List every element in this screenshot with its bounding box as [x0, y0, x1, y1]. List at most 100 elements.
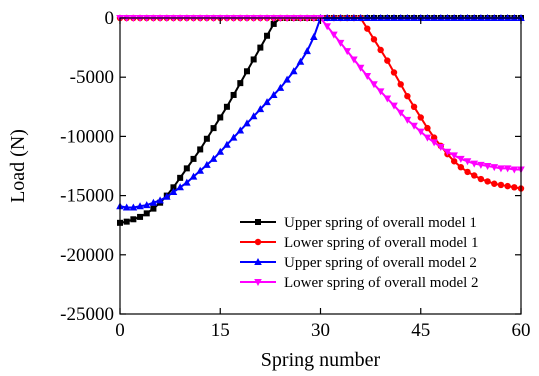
y-tick-label: -20000 [60, 245, 114, 266]
series-2-point [370, 36, 378, 43]
series-1-point [177, 174, 184, 181]
ticks-layer: 0 15 30 45 60 0 -5000 -10000 -15000 -20000 -25000 [60, 8, 530, 341]
series-3-point [169, 188, 178, 196]
series-4-point [490, 164, 499, 172]
series-3-point [296, 57, 305, 65]
series-3-point [303, 47, 311, 55]
series-2-point [504, 182, 511, 190]
series-1-point [123, 218, 130, 225]
series-1-point [270, 20, 277, 27]
series-3-point [310, 32, 318, 40]
series-4-point [497, 165, 505, 173]
series-4-point [416, 128, 425, 136]
series-2-point [477, 175, 485, 183]
series-3-point [283, 75, 291, 83]
series-3-point [276, 83, 285, 91]
series-4-point [336, 39, 345, 47]
series-4-point [510, 166, 519, 174]
legend-item-4: Lower spring of overall model 2 [240, 275, 479, 291]
legend-label: Upper spring of overall model 1 [284, 215, 477, 231]
series-2-point [511, 184, 518, 191]
legend-swatch-marker [254, 238, 262, 246]
legend-label: Lower spring of overall model 1 [284, 235, 479, 251]
series-1-point [130, 216, 137, 223]
series-1-point [197, 146, 204, 153]
series-3-point [269, 90, 278, 98]
series-3-point [249, 112, 258, 120]
series-1-point [217, 114, 224, 121]
series-4-point [383, 95, 392, 103]
series-4-point [443, 148, 452, 156]
series-3-point [236, 126, 245, 134]
series-2-point [497, 181, 505, 189]
series-4-point [396, 109, 405, 117]
series-2-point [450, 158, 458, 165]
series-2-point [377, 46, 384, 54]
x-tick-label: 30 [311, 320, 330, 341]
y-tick-label: 0 [105, 8, 115, 29]
series-1-point [170, 184, 177, 191]
series-4-point [403, 116, 412, 124]
series-1-point [183, 165, 190, 172]
series-1-point [250, 56, 257, 63]
x-axis-label: Spring number [261, 349, 381, 371]
series-3-point [129, 203, 138, 211]
series-2-point [384, 57, 391, 64]
series-2-point [484, 178, 491, 185]
series-2-point [397, 81, 404, 88]
series-3-point [289, 67, 298, 75]
series-1-point [237, 80, 244, 87]
series-3-point [149, 198, 158, 206]
series-3-point [209, 154, 218, 162]
series-4-point [450, 152, 458, 160]
legend-label: Upper spring of overall model 2 [284, 255, 477, 271]
legend: Upper spring of overall model 1 Lower spr… [240, 215, 479, 291]
series-4-point [423, 134, 432, 142]
legend-item-2: Lower spring of overall model 1 [240, 235, 479, 251]
series-1-point [137, 213, 144, 220]
series-1-point [257, 44, 264, 51]
series-4-point [410, 122, 418, 130]
legend-swatch-marker [255, 219, 261, 225]
series-1-point [223, 103, 230, 110]
y-tick-label: -15000 [60, 186, 114, 207]
series-1-point [210, 125, 217, 132]
series-3-point [196, 166, 204, 174]
series-4-point [350, 56, 358, 64]
x-tick-label: 60 [512, 320, 531, 341]
series-4-point [430, 139, 438, 147]
series-4-point [463, 158, 472, 166]
series-4-point [503, 165, 512, 173]
series-3-point [183, 178, 191, 186]
series-3-point [156, 196, 164, 204]
y-axis-label: Load (N) [7, 129, 29, 203]
series-4-point [437, 144, 445, 152]
series-2-point [464, 168, 471, 176]
series-3-point [176, 183, 184, 191]
series-1-point [264, 32, 271, 39]
legend-item-1: Upper spring of overall model 1 [240, 215, 477, 231]
series-1-point [230, 91, 237, 98]
series-4-point [343, 48, 352, 56]
legend-item-3: Upper spring of overall model 2 [240, 255, 477, 271]
x-tick-label: 45 [411, 320, 430, 341]
legend-swatch-marker [254, 258, 262, 265]
series-4-point [323, 23, 331, 31]
series-3-point [263, 98, 271, 106]
series-4-point [376, 88, 385, 96]
series-2-point [410, 103, 418, 111]
series-2-point [390, 69, 398, 76]
series-2-point [364, 25, 371, 32]
series-4-point [356, 64, 365, 72]
series-3-point [189, 172, 198, 180]
series-1-point [143, 210, 150, 217]
series-1-point [203, 135, 210, 142]
x-tick-label: 15 [211, 320, 230, 341]
series-3-point [136, 202, 144, 210]
series-4-point [390, 102, 398, 110]
series-1-point [190, 155, 197, 162]
series-3-point [122, 203, 131, 211]
series-3-point [229, 133, 238, 141]
series-4-point [330, 31, 338, 39]
